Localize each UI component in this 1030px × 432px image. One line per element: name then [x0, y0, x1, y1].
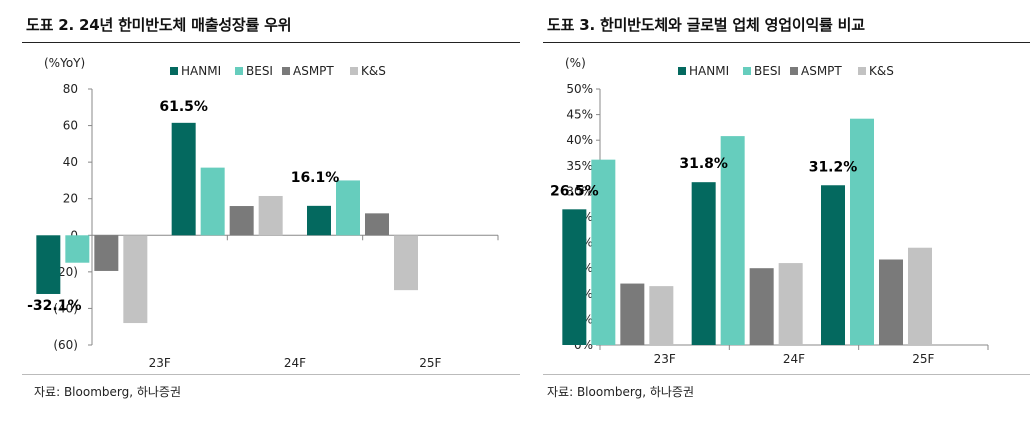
legend-swatch-asmpt [282, 67, 290, 75]
bar-hanmi-23f [562, 209, 587, 345]
legend-label-besi: BESI [754, 64, 781, 78]
chart-revenue-growth: (%YoY)HANMIBESIASMPTK&S806040200(20)(40)… [27, 56, 499, 370]
data-label-hanmi-25f: 16.1% [291, 170, 340, 186]
legend-label-k-s: K&S [361, 64, 386, 78]
legend-swatch-besi [235, 67, 243, 75]
bar-k-s-23f [649, 286, 674, 345]
x-tick-label-25f: 25F [912, 352, 934, 366]
bar-k-s-24f [258, 195, 283, 236]
x-tick-label-23f: 23F [654, 352, 676, 366]
y-unit-label: (%) [565, 56, 586, 70]
y-tick-label: 40% [566, 133, 593, 147]
bar-asmpt-23f [94, 235, 119, 271]
x-tick-label-24f: 24F [284, 356, 306, 370]
legend-swatch-k-s [350, 67, 358, 75]
bar-k-s-25f [394, 235, 418, 291]
legend-swatch-hanmi [678, 67, 686, 75]
bar-besi-23f [65, 235, 90, 263]
data-label-hanmi-23f: -32.1% [27, 298, 81, 314]
x-tick-label-25f: 25F [419, 356, 441, 370]
data-label-hanmi-24f: 31.8% [679, 156, 728, 172]
legend-label-hanmi: HANMI [689, 64, 729, 78]
y-tick-label: 80 [63, 82, 78, 96]
legend-label-k-s: K&S [869, 64, 894, 78]
data-label-hanmi-25f: 31.2% [809, 159, 858, 175]
legend-swatch-k-s [858, 67, 866, 75]
bar-hanmi-25f [821, 185, 845, 345]
chart-operating-margin: (%)HANMIBESIASMPTK&S50%45%40%35%30%25%20… [550, 56, 989, 366]
bar-asmpt-23f [620, 283, 645, 345]
x-tick-label-23f: 23F [149, 356, 171, 370]
y-tick-label: 40 [63, 155, 78, 169]
chart-title-revenue-growth: 도표 2. 24년 한미반도체 매출성장률 우위 [26, 16, 292, 34]
bar-k-s-25f [908, 247, 932, 345]
bar-k-s-23f [123, 235, 148, 324]
legend-label-asmpt: ASMPT [293, 64, 334, 78]
y-tick-label: 35% [566, 159, 593, 173]
source-note: 자료: Bloomberg, 하나증권 [547, 385, 695, 399]
legend-swatch-besi [743, 67, 751, 75]
legend-label-asmpt: ASMPT [801, 64, 842, 78]
bar-besi-24f [720, 136, 745, 345]
source-rule [543, 374, 1030, 375]
y-tick-label: 60 [63, 119, 78, 133]
y-unit-label: (%YoY) [44, 56, 85, 70]
bar-hanmi-24f [171, 122, 196, 236]
bar-hanmi-25f [307, 205, 331, 236]
bar-asmpt-25f [365, 213, 389, 236]
y-tick-label: (60) [53, 338, 78, 352]
panel-revenue-growth: 도표 2. 24년 한미반도체 매출성장률 우위 (%YoY) HANMI BESI… [22, 16, 520, 399]
bar-besi-23f [591, 159, 616, 345]
source-rule [22, 374, 520, 375]
y-tick-label: 30% [566, 184, 593, 198]
legend-label-besi: BESI [246, 64, 273, 78]
y-tick-label: 45% [566, 108, 593, 122]
data-label-hanmi-24f: 61.5% [159, 99, 208, 115]
y-tick-label: (40) [53, 301, 78, 315]
legend-swatch-asmpt [790, 67, 798, 75]
panel-operating-margin: 도표 3. 한미반도체와 글로벌 업체 영업이익률 비교 (%) HANMI BES… [515, 0, 1030, 432]
bar-besi-25f [336, 180, 360, 236]
bar-asmpt-24f [749, 268, 774, 345]
bar-besi-25f [850, 118, 874, 345]
bar-asmpt-25f [879, 259, 903, 345]
y-tick-label: 50% [566, 82, 593, 96]
title-rule [543, 42, 1030, 43]
source-note: 자료: Bloomberg, 하나증권 [34, 385, 182, 399]
chart-title-operating-margin: 도표 3. 한미반도체와 글로벌 업체 영업이익률 비교 [547, 16, 865, 34]
y-tick-label: 20 [63, 192, 78, 206]
bar-besi-24f [200, 167, 225, 236]
bar-asmpt-24f [229, 206, 254, 236]
data-label-hanmi-23f: 26.5% [550, 183, 599, 199]
title-rule [22, 42, 520, 43]
legend-swatch-hanmi [170, 67, 178, 75]
x-tick-label-24f: 24F [783, 352, 805, 366]
bar-hanmi-23f [36, 235, 61, 294]
legend-label-hanmi: HANMI [181, 64, 221, 78]
bar-k-s-24f [778, 263, 803, 345]
bar-hanmi-24f [691, 182, 716, 345]
